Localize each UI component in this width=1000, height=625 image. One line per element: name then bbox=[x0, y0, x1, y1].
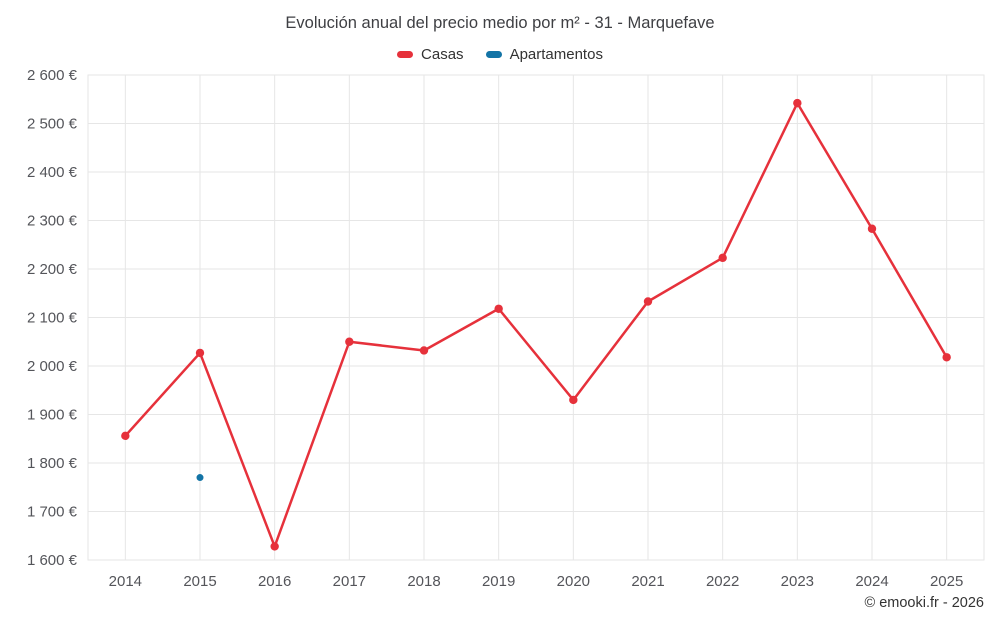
svg-text:2 500 €: 2 500 € bbox=[27, 116, 78, 133]
svg-text:2020: 2020 bbox=[557, 573, 590, 590]
svg-text:2 200 €: 2 200 € bbox=[27, 261, 78, 278]
svg-text:2018: 2018 bbox=[407, 573, 440, 590]
legend-label-apartamentos: Apartamentos bbox=[509, 46, 603, 63]
chart-title: Evolución anual del precio medio por m² … bbox=[285, 14, 715, 32]
svg-text:2019: 2019 bbox=[482, 573, 515, 590]
svg-text:2016: 2016 bbox=[258, 573, 291, 590]
svg-text:2015: 2015 bbox=[183, 573, 216, 590]
apartamentos-series-swatch-icon bbox=[485, 51, 502, 58]
legend: Casas Apartamentos bbox=[0, 46, 1000, 63]
svg-text:1 900 €: 1 900 € bbox=[27, 407, 78, 424]
svg-text:2 300 €: 2 300 € bbox=[27, 213, 78, 230]
legend-item-apartamentos[interactable]: Apartamentos bbox=[485, 46, 603, 63]
svg-text:2 100 €: 2 100 € bbox=[27, 310, 78, 327]
svg-text:1 700 €: 1 700 € bbox=[27, 504, 78, 521]
legend-label-casas: Casas bbox=[421, 46, 464, 63]
svg-text:2014: 2014 bbox=[109, 573, 142, 590]
svg-text:1 600 €: 1 600 € bbox=[27, 552, 78, 569]
casas-series-swatch-icon bbox=[397, 51, 414, 58]
svg-text:1 800 €: 1 800 € bbox=[27, 455, 78, 472]
svg-text:2 400 €: 2 400 € bbox=[27, 164, 78, 181]
svg-text:2022: 2022 bbox=[706, 573, 739, 590]
svg-text:2 000 €: 2 000 € bbox=[27, 358, 78, 375]
svg-text:2017: 2017 bbox=[333, 573, 366, 590]
legend-item-casas[interactable]: Casas bbox=[397, 46, 464, 63]
svg-text:2024: 2024 bbox=[855, 573, 888, 590]
svg-text:2023: 2023 bbox=[781, 573, 814, 590]
svg-text:2025: 2025 bbox=[930, 573, 963, 590]
svg-text:2021: 2021 bbox=[631, 573, 664, 590]
credits[interactable]: © emooki.fr - 2026 bbox=[864, 595, 984, 611]
svg-text:2 600 €: 2 600 € bbox=[27, 67, 78, 84]
